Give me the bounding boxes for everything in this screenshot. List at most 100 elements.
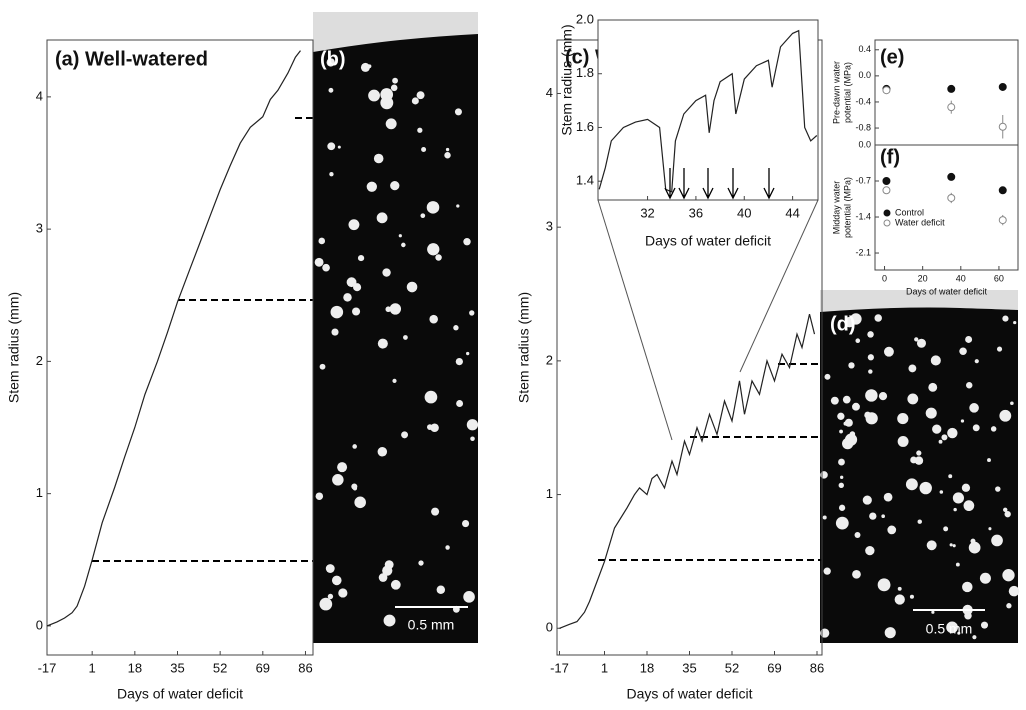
vessel (905, 478, 918, 491)
vessel (366, 181, 377, 192)
vessel (403, 335, 408, 340)
vessel (848, 362, 855, 369)
y-tick-label: 2 (36, 353, 43, 368)
vessel (398, 234, 402, 238)
vessel (326, 58, 335, 67)
vessel (820, 471, 828, 479)
vessel (916, 338, 926, 348)
vessel (874, 314, 882, 322)
y-tick-label: 2 (546, 352, 553, 367)
vessels (314, 58, 1020, 640)
vessel (867, 354, 874, 361)
vessel (429, 314, 438, 324)
vessel (943, 526, 949, 532)
scale-label: 0.5 mm (926, 621, 973, 637)
chart-title: (f) (880, 146, 900, 168)
vessel (351, 483, 358, 490)
y-axis-label: Stem radius (mm) (516, 292, 532, 403)
vessel (930, 355, 941, 366)
vessel (962, 581, 973, 593)
vessel (941, 434, 948, 441)
arrow (664, 168, 676, 200)
vessel (337, 145, 341, 149)
chart: 0.4 0.0 -0.4 -0.8 (e) Pre-dawn water potential… (831, 39, 1019, 146)
zoom-line (597, 199, 673, 441)
vessel (910, 456, 918, 464)
x-tick-label: 1 (601, 660, 608, 675)
x-tick-label: 69 (767, 660, 781, 675)
chart: 1.4 1.6 1.8 2.0 32 36 40 44 Days of water defici… (559, 11, 819, 249)
vessel (963, 500, 975, 512)
x-tick-label: 0 (882, 273, 887, 283)
vessel (823, 567, 831, 575)
y-axis-label: Stem radius (mm) (6, 292, 22, 403)
dashed-levels (92, 117, 822, 562)
vessel (844, 418, 853, 427)
arrow (727, 168, 739, 200)
vessel (343, 293, 352, 302)
vessel (972, 635, 977, 640)
legend-label: Water deficit (895, 217, 945, 227)
vessel (947, 427, 958, 439)
vessel (824, 373, 831, 380)
x-tick-label: 20 (918, 273, 928, 283)
vessel (319, 363, 326, 370)
scale-label: 0.5 mm (408, 617, 455, 633)
vessel (837, 412, 845, 420)
vessel (884, 627, 896, 639)
vessel (1002, 315, 1009, 322)
vessel (435, 254, 442, 261)
vessel (431, 507, 440, 516)
vessel (865, 545, 875, 556)
vessel (952, 544, 956, 548)
arrow (678, 168, 690, 200)
vessel (390, 579, 401, 590)
vessel (959, 347, 967, 356)
vessel (353, 283, 362, 292)
vessel (909, 594, 914, 599)
vessel (1006, 603, 1012, 609)
vessel (390, 84, 398, 92)
legend-marker (883, 209, 891, 217)
vessel (426, 201, 440, 214)
y-tick-label: -0.7 (855, 175, 871, 185)
vessel (1004, 510, 1011, 518)
arrow (702, 168, 714, 200)
vessel (315, 492, 324, 500)
vessel (427, 243, 440, 256)
vessel (916, 450, 922, 456)
vessel (1008, 585, 1020, 597)
vessel (351, 278, 355, 282)
vessel (462, 519, 470, 528)
vessel (406, 281, 418, 293)
point (882, 177, 891, 186)
vessel (373, 153, 384, 164)
vessel (946, 621, 958, 634)
vessel (931, 610, 935, 614)
charts: 0 1 2 3 4 -17 1 18 35 52 69 86 (a) Well-watered Days … (6, 11, 1019, 702)
vessel (417, 127, 423, 133)
vessel (948, 474, 953, 479)
vessel (867, 331, 874, 338)
vessel (421, 146, 427, 152)
point (998, 82, 1007, 91)
vessel (466, 419, 479, 431)
vessel (390, 181, 400, 191)
vessel (382, 268, 391, 277)
y-tick-label: -2.1 (855, 247, 871, 257)
vessel (348, 219, 360, 231)
vessel (444, 152, 451, 159)
vessel (887, 525, 897, 535)
line (46, 50, 301, 627)
vessel (838, 504, 846, 511)
y-tick-label: 1.8 (576, 65, 594, 80)
vessel (914, 337, 919, 342)
point (998, 122, 1007, 131)
x-tick-label: 1 (89, 660, 96, 675)
vessel (838, 482, 844, 489)
vessel (331, 575, 342, 586)
vessel (385, 306, 392, 313)
vessel (469, 310, 475, 316)
vessel (908, 364, 917, 373)
vessel (996, 346, 1003, 352)
